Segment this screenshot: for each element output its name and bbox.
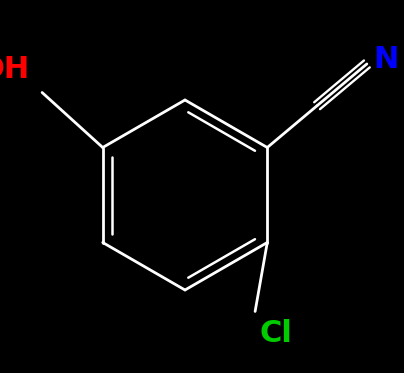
Text: OH: OH: [0, 56, 30, 85]
Text: Cl: Cl: [259, 319, 292, 348]
Text: N: N: [373, 46, 398, 75]
